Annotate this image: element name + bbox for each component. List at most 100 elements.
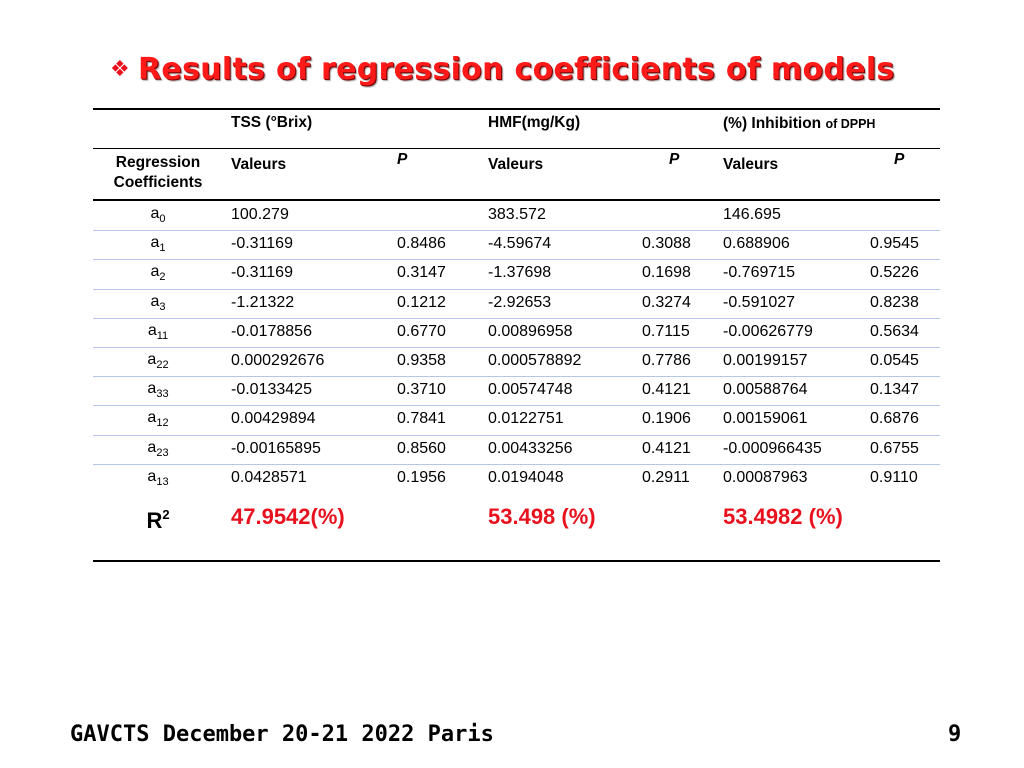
cell-inh-v: 0.688906 [723,235,790,253]
coefficient-label: a22 [93,350,223,375]
header-bottom-rule [93,199,940,201]
coefficient-base: a [147,380,157,398]
cell-tss-p: 0.1956 [397,468,446,486]
cell-tss-p: 0.6770 [397,322,446,340]
cell-hmf-v: -1.37698 [488,264,552,282]
cell-inh-p: 0.5634 [870,322,919,340]
header-coef-line2: Coefficients [113,174,203,191]
coefficient-subscript: 33 [156,388,169,401]
header-hmf: HMF(mg/Kg) [488,114,581,131]
r2-inhibition: 53.4982 (%) [723,504,843,529]
cell-hmf-v: 0.00574748 [488,381,573,399]
row-divider [93,464,940,465]
row-divider [93,435,940,436]
coefficient-label: a1 [93,233,223,258]
row-divider [93,347,940,348]
coefficient-base: a [147,351,157,368]
header-hmf-p: P [669,151,680,168]
cell-inh-v: 0.00588764 [723,381,808,399]
page-number: 9 [948,722,962,747]
cell-inh-p: 0.9110 [870,468,918,486]
cell-hmf-v: 0.0122751 [488,410,564,428]
cell-hmf-v: 0.00433256 [488,439,573,457]
coefficient-base: a [147,467,157,485]
r2-label-sup: 2 [162,507,170,522]
row-divider [93,405,940,406]
cell-inh-v: 0.00199157 [723,352,808,369]
cell-hmf-v: -4.59674 [488,235,552,253]
cell-tss-p: 0.8486 [397,235,446,253]
coefficient-subscript: 11 [156,329,169,342]
cell-inh-p: 0.0545 [870,352,919,369]
header-regression-coefficients: Regression Coefficients [93,153,223,193]
header-inh-p: P [894,151,905,168]
cell-inh-p: 0.6755 [870,439,919,457]
coefficient-base: a [150,205,160,222]
coefficient-subscript: 13 [156,475,169,488]
coefficient-subscript: 3 [159,300,166,313]
coefficient-subscript: 0 [159,213,166,225]
header-hmf-valeurs: Valeurs [488,156,544,173]
coefficient-label: a0 [93,204,223,229]
r2-label: R2 [93,505,223,533]
coefficient-label: a11 [93,321,223,346]
cell-hmf-p: 0.3088 [642,235,691,253]
cell-tss-p: 0.3147 [397,264,446,282]
r2-hmf: 53.498 (%) [488,504,596,529]
cell-hmf-p: 0.7115 [642,322,690,340]
cell-hmf-p: 0.1906 [642,410,691,428]
coefficient-base: a [150,234,160,252]
cell-inh-p: 0.5226 [870,264,919,282]
coefficient-base: a [150,263,160,281]
coefficient-base: a [147,321,157,339]
header-tss-valeurs: Valeurs [231,156,287,173]
table-bottom-rule [93,560,940,562]
cell-tss-v: 100.279 [231,206,289,223]
cell-hmf-v: -2.92653 [488,293,552,311]
cell-hmf-p: 0.4121 [642,381,691,399]
diamond-bullet-icon: ❖ [110,56,131,82]
cell-tss-v: -0.00165895 [231,439,321,457]
cell-inh-v: -0.000966435 [723,439,822,457]
r2-label-base: R [146,508,163,533]
coefficient-label: a3 [93,292,223,317]
cell-hmf-v: 0.000578892 [488,352,582,369]
cell-tss-v: 0.0428571 [231,468,307,486]
row-divider [93,259,940,260]
coefficient-subscript: 2 [159,271,166,284]
cell-inh-v: -0.00626779 [723,322,813,340]
header-inhibition-main: (%) Inhibition [723,115,822,132]
coefficient-base: a [150,292,160,310]
coefficient-base: a [147,438,157,456]
row-divider [93,376,940,377]
coefficient-subscript: 22 [156,359,169,371]
slide-title-text: Results of regression coefficients of mo… [138,51,895,87]
header-inh-valeurs: Valeurs [723,156,779,173]
cell-hmf-p: 0.4121 [642,439,691,457]
footer-conference: GAVCTS December 20-21 2022 Paris [70,722,494,747]
header-coef-line1: Regression [115,154,201,171]
cell-tss-p: 0.8560 [397,439,446,457]
coefficient-subscript: 23 [156,446,169,459]
cell-tss-v: -1.21322 [231,293,295,311]
cell-tss-v: -0.31169 [231,264,293,282]
table-top-rule [93,108,940,110]
cell-tss-v: 0.000292676 [231,352,325,369]
coefficient-label: a12 [93,408,223,433]
cell-inh-v: -0.769715 [723,264,796,282]
cell-inh-v: 146.695 [723,206,781,223]
cell-tss-v: 0.00429894 [231,410,316,428]
cell-hmf-v: 383.572 [488,206,546,223]
row-divider [93,230,940,231]
coefficient-label: a13 [93,467,223,492]
cell-inh-p: 0.8238 [870,293,919,311]
cell-tss-p: 0.1212 [397,293,446,311]
cell-inh-p: 0.9545 [870,235,919,253]
cell-tss-v: -0.31169 [231,235,293,253]
cell-tss-p: 0.3710 [397,381,446,399]
cell-inh-v: 0.00159061 [723,410,808,428]
coefficient-label: a2 [93,262,223,287]
cell-hmf-p: 0.3274 [642,293,691,311]
cell-hmf-v: 0.0194048 [488,468,564,486]
cell-inh-v: -0.591027 [723,293,796,311]
